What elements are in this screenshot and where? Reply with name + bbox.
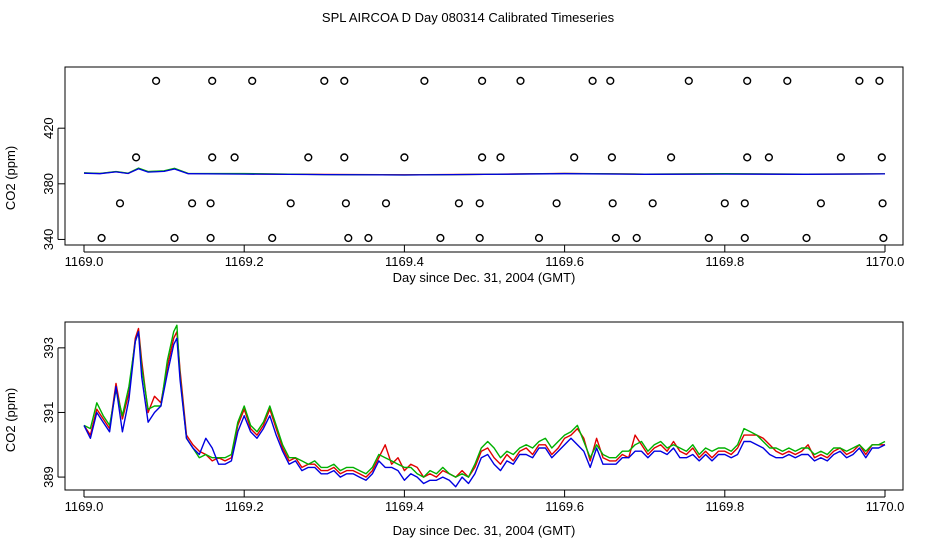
top-circle-point (802, 233, 811, 243)
top-circle-point (248, 76, 257, 86)
top-x-tick-label: 1169.0 (65, 254, 104, 269)
bottom-y-tick-label: 393 (41, 337, 56, 359)
top-circle-point (341, 199, 351, 208)
top-y-axis: 340 380 420 (41, 117, 65, 250)
bottom-x-tick-label: 1170.0 (866, 499, 905, 514)
top-circle-point (286, 199, 295, 208)
top-circle-point (875, 76, 884, 86)
top-circle-point (516, 76, 525, 86)
top-series-lines (83, 167, 886, 176)
top-circle-point (475, 199, 484, 208)
top-circle-point (188, 199, 197, 208)
top-circle-point (743, 76, 752, 86)
top-circle-point (364, 233, 373, 243)
top-circle-point (855, 76, 864, 86)
top-circle-point (606, 76, 615, 86)
top-circle-point (552, 199, 561, 208)
bottom-x-axis: 1169.0 1169.2 1169.4 1169.6 1169.8 1170.0 (65, 490, 905, 514)
top-circle-point (783, 76, 792, 86)
top-circle-point (684, 76, 693, 86)
top-circle-point (720, 199, 729, 208)
top-circle-point (206, 233, 215, 243)
top-x-tick-label: 1170.0 (866, 254, 905, 269)
top-x-tick-label: 1169.4 (385, 254, 424, 269)
top-x-tick-label: 1169.6 (545, 254, 584, 269)
bottom-x-axis-label: Day since Dec. 31, 2004 (GMT) (393, 523, 576, 538)
top-circle-point (740, 199, 749, 208)
top-circle-point (268, 233, 277, 243)
top-circle-point (879, 233, 888, 243)
top-circle-point (206, 199, 215, 208)
bottom-series-lines (83, 324, 886, 488)
top-circle-point (877, 153, 886, 162)
bottom-x-tick-label: 1169.0 (65, 499, 104, 514)
top-x-tick-label: 1169.8 (705, 254, 744, 269)
bottom-y-axis-label: CO2 (ppm) (3, 388, 18, 452)
top-circle-point (420, 76, 429, 86)
top-circle-point (611, 233, 621, 243)
top-circle-point (115, 199, 125, 208)
bottom-x-tick-label: 1169.8 (705, 499, 744, 514)
bottom-plot-frame (64, 321, 904, 491)
top-plot-frame (64, 66, 904, 246)
figure-title: SPL AIRCOA D Day 080314 Calibrated Times… (322, 10, 615, 25)
top-circle-point (475, 233, 484, 243)
top-circle-point (570, 153, 579, 162)
top-circle-point (340, 76, 349, 86)
top-circle-point (320, 76, 329, 86)
bottom-y-axis: 389 391 393 (41, 337, 65, 488)
bottom-y-tick-label: 391 (41, 402, 56, 424)
bottom-series-blue (83, 331, 886, 488)
top-y-tick-label: 380 (41, 173, 56, 195)
top-circle-point (666, 153, 676, 162)
top-circle-point (344, 233, 353, 243)
top-y-axis-label: CO2 (ppm) (3, 146, 18, 210)
top-circle-markers (97, 76, 888, 243)
top-circle-point (764, 153, 774, 162)
top-circle-point (743, 153, 752, 162)
top-circle-point (208, 153, 217, 162)
top-circle-point (304, 153, 313, 162)
top-circle-point (208, 76, 217, 86)
top-circle-point (740, 233, 749, 243)
bottom-series-green (83, 324, 886, 478)
top-circle-point (478, 76, 487, 86)
bottom-panel: 1169.0 1169.2 1169.4 1169.6 1169.8 1170.0 389… (3, 321, 905, 538)
top-circle-point (816, 199, 826, 208)
top-series-blue (83, 168, 886, 176)
top-circle-point (648, 199, 657, 208)
top-circle-point (588, 76, 597, 86)
top-circle-point (132, 153, 141, 162)
top-circle-point (608, 199, 617, 208)
bottom-x-tick-label: 1169.4 (385, 499, 424, 514)
top-circle-point (836, 153, 846, 162)
top-circle-point (607, 153, 617, 162)
top-x-tick-label: 1169.2 (225, 254, 264, 269)
top-circle-point (454, 199, 464, 208)
top-y-tick-label: 420 (41, 117, 56, 139)
top-x-axis-label: Day since Dec. 31, 2004 (GMT) (393, 270, 576, 285)
top-circle-point (704, 233, 713, 243)
top-circle-point (400, 153, 409, 162)
top-circle-point (478, 153, 487, 162)
bottom-y-tick-label: 389 (41, 466, 56, 488)
bottom-x-tick-label: 1169.2 (225, 499, 264, 514)
top-y-tick-label: 340 (41, 229, 56, 251)
top-circle-point (170, 233, 179, 243)
top-circle-point (97, 233, 106, 243)
top-circle-point (381, 199, 391, 208)
top-circle-point (632, 233, 641, 243)
top-circle-point (534, 233, 544, 243)
top-x-axis: 1169.0 1169.2 1169.4 1169.6 1169.8 1170.0 (65, 245, 905, 269)
bottom-x-tick-label: 1169.6 (545, 499, 584, 514)
top-circle-point (436, 233, 445, 243)
top-panel: 1169.0 1169.2 1169.4 1169.6 1169.8 1170.0 340… (3, 66, 905, 285)
top-circle-point (152, 76, 161, 86)
top-circle-point (496, 153, 505, 162)
top-circle-point (340, 153, 349, 162)
top-circle-point (878, 199, 887, 208)
top-circle-point (230, 153, 239, 162)
